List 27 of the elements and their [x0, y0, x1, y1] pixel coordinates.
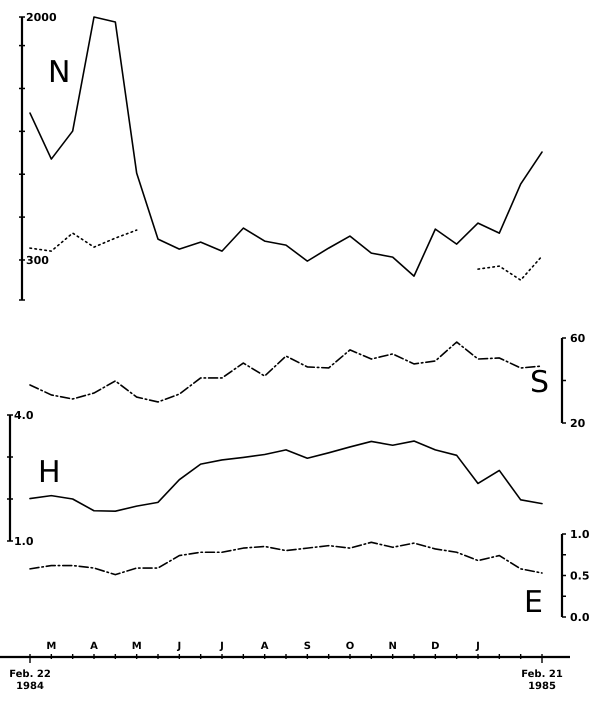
text: Feb. 21 1985 — [521, 669, 563, 692]
y-tick-label: 4.0 — [14, 408, 34, 422]
y-tick-label: 60 — [570, 332, 586, 345]
text: Feb. 22 1984 — [9, 669, 51, 692]
x-tick-label: A — [260, 641, 269, 652]
x-tick-label: M — [132, 641, 142, 652]
x-tick-label: O — [346, 641, 354, 652]
y-tick-label: 1.0 — [570, 528, 590, 541]
series-label: S — [530, 365, 550, 400]
y-tick-label: 300 — [26, 254, 50, 267]
series-label: N — [48, 55, 70, 90]
y-tick-label: 1.0 — [14, 534, 34, 548]
y-tick-label: 0.5 — [570, 569, 590, 582]
x-tick-label: J — [475, 641, 480, 652]
legend-label: H — [38, 455, 61, 490]
y-tick-label: 20 — [570, 416, 586, 430]
series-label: E — [524, 585, 543, 620]
x-tick-label: J — [219, 641, 224, 652]
x-tick-label: A — [90, 641, 98, 652]
y-tick-label: 0.0 — [570, 610, 590, 624]
x-tick-label: J — [176, 641, 182, 652]
line-series — [29, 440, 543, 512]
x-tick-label: S — [304, 641, 311, 652]
x-tick-label: D — [431, 641, 440, 652]
x-tick-label: N — [388, 641, 397, 652]
y-tick-label: 2000 — [26, 10, 57, 24]
x-tick-label: M — [46, 641, 56, 652]
